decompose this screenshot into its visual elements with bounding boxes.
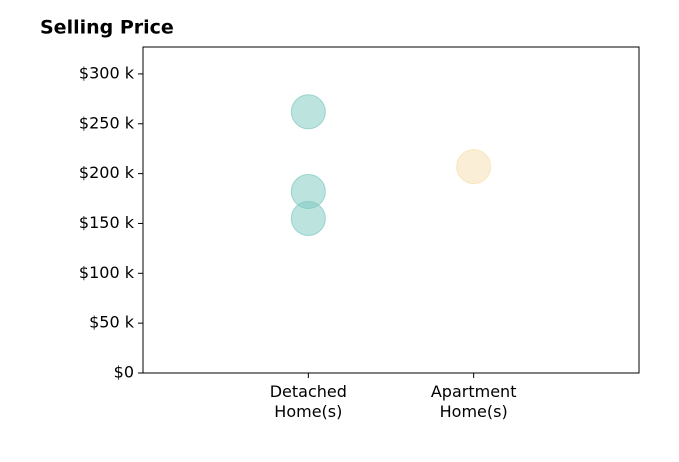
- chart-title: Selling Price: [40, 17, 174, 39]
- y-tick-label: $200 k: [79, 163, 135, 182]
- y-tick-label: $300 k: [79, 63, 135, 82]
- point: [290, 94, 326, 130]
- y-tick-label: $250 k: [79, 113, 135, 132]
- y-tick-label: $50 k: [89, 313, 135, 332]
- y-tick-label: $150 k: [79, 213, 135, 232]
- point: [456, 149, 492, 185]
- x-tick-label: Detached Home(s): [270, 382, 347, 421]
- y-tick-label: $100 k: [79, 263, 135, 282]
- x-tick-label: Apartment Home(s): [431, 382, 517, 421]
- y-tick-label: $0: [114, 363, 134, 382]
- plot-frame: [142, 46, 640, 374]
- point: [290, 200, 326, 236]
